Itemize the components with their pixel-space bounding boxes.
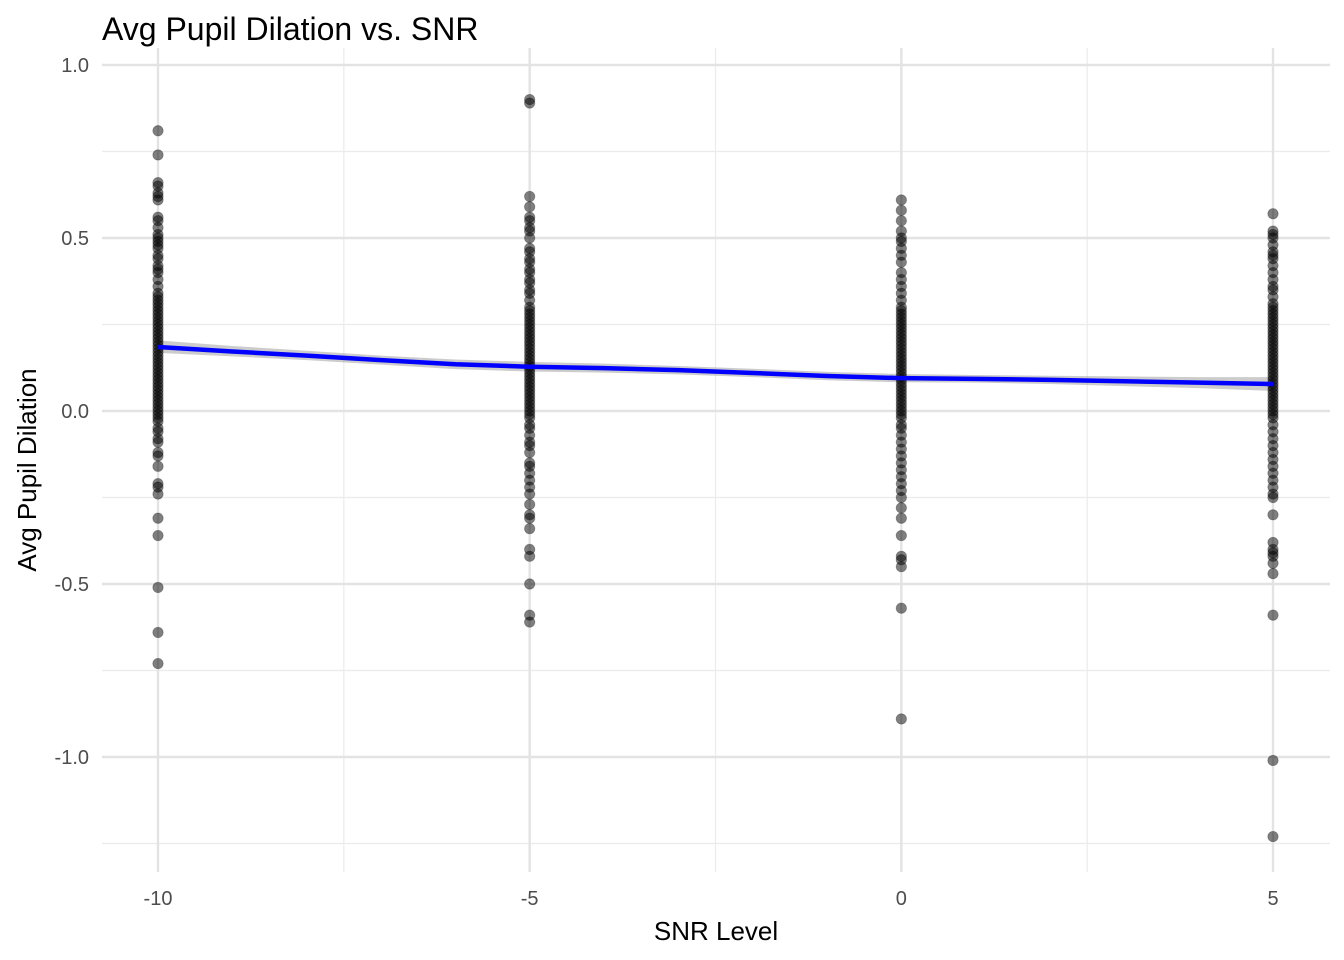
data-point (152, 125, 164, 137)
data-point (152, 626, 164, 639)
data-point (1267, 754, 1279, 767)
y-axis-ticks: 1.0 0.5 0.0 -0.5 -1.0 (55, 55, 89, 769)
y-axis-label: Avg Pupil Dilation (12, 368, 42, 571)
data-point (524, 190, 536, 203)
data-point (1267, 491, 1279, 504)
data-point (152, 581, 164, 594)
y-tick-label: 1.0 (61, 55, 89, 77)
data-point (524, 201, 536, 213)
data-point (524, 616, 536, 628)
chart-title: Avg Pupil Dilation vs. SNR (102, 11, 478, 47)
data-point (895, 512, 907, 524)
data-point (524, 488, 536, 500)
x-tick-label: -5 (521, 888, 539, 910)
data-point (524, 498, 536, 511)
x-tick-label: -10 (144, 888, 173, 910)
x-axis-ticks: -10 -5 0 5 (144, 888, 1279, 910)
data-point (895, 529, 907, 542)
data-point (152, 657, 164, 670)
data-point (152, 529, 164, 542)
data-point (524, 97, 536, 109)
data-point (895, 491, 907, 504)
data-point (895, 602, 907, 614)
data-point (1267, 609, 1279, 621)
data-point (1267, 568, 1279, 580)
data-point (895, 194, 907, 206)
data-point (895, 502, 907, 514)
data-points (152, 94, 1279, 843)
x-tick-label: 5 (1267, 888, 1278, 910)
y-tick-label: 0.5 (61, 228, 89, 250)
data-point (152, 460, 164, 472)
data-point (152, 512, 164, 524)
x-axis-label: SNR Level (654, 916, 778, 946)
smooth-line (157, 344, 1274, 387)
data-point (895, 215, 907, 227)
data-point (895, 256, 907, 268)
y-tick-label: -0.5 (55, 574, 89, 596)
y-tick-label: 0.0 (61, 401, 89, 423)
data-point (895, 713, 907, 725)
data-point (1267, 509, 1279, 521)
data-point (895, 561, 907, 573)
data-point (895, 204, 907, 216)
y-tick-label: -1.0 (55, 747, 89, 769)
x-tick-label: 0 (896, 888, 907, 910)
data-point (152, 450, 164, 462)
smooth-trend-line (157, 344, 1274, 387)
data-point (524, 578, 536, 590)
data-point (524, 550, 536, 562)
data-point (1267, 208, 1279, 220)
data-point (524, 523, 536, 535)
data-point (152, 149, 164, 161)
data-point (152, 488, 164, 500)
data-point (152, 436, 164, 448)
data-point (524, 446, 536, 459)
data-point (524, 232, 536, 244)
data-point (152, 194, 164, 206)
data-point (524, 512, 536, 524)
data-point (1267, 557, 1279, 569)
data-point (1267, 830, 1279, 843)
